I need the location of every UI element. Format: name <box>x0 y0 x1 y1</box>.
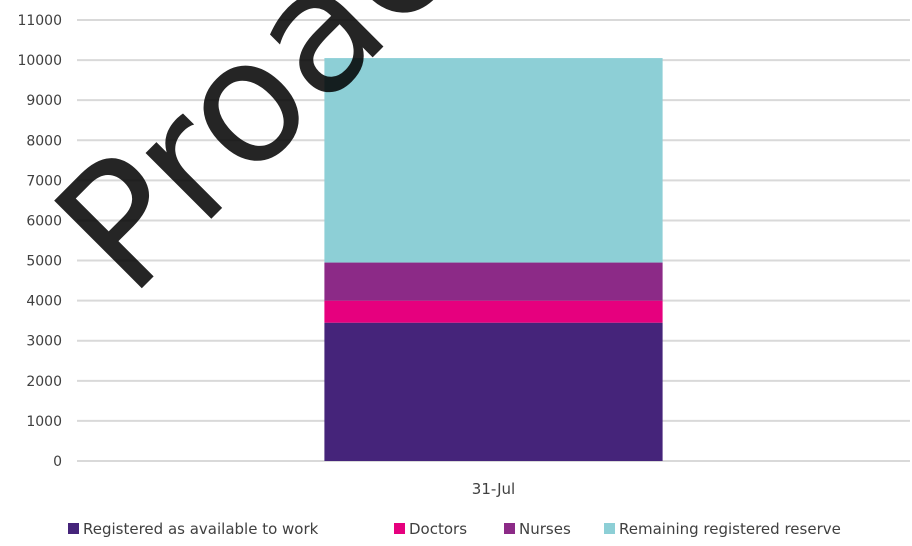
stacked-bars <box>324 58 663 461</box>
bar-segment <box>324 322 663 461</box>
x-axis-tick-labels: 31-Jul <box>472 480 515 498</box>
y-tick-label: 5000 <box>26 254 62 270</box>
legend-swatch <box>394 523 405 534</box>
y-tick-label: 10000 <box>17 53 62 69</box>
y-tick-label: 3000 <box>26 334 62 350</box>
legend-label: Doctors <box>409 520 467 538</box>
y-tick-label: 0 <box>53 454 62 470</box>
legend-swatch <box>604 523 615 534</box>
legend-label: Nurses <box>519 520 571 538</box>
y-tick-label: 9000 <box>26 93 62 109</box>
y-tick-label: 2000 <box>26 374 62 390</box>
legend: Registered as available to work Doctors Nu… <box>68 520 841 538</box>
bar-segment <box>324 58 663 263</box>
legend-swatch <box>504 523 515 534</box>
legend-label: Remaining registered reserve <box>619 520 841 538</box>
y-tick-label: 6000 <box>26 213 62 229</box>
y-tick-label: 4000 <box>26 294 62 310</box>
y-tick-label: 1000 <box>26 414 62 430</box>
y-tick-label: 7000 <box>26 173 62 189</box>
y-tick-label: 11000 <box>17 13 62 29</box>
y-axis-tick-labels: 0 1000 2000 3000 4000 5000 6000 7000 8000 9000 100… <box>17 13 62 470</box>
bar-segment <box>324 300 663 323</box>
bar-segment <box>324 262 663 301</box>
legend-label: Registered as available to work <box>83 520 319 538</box>
y-tick-label: 8000 <box>26 133 62 149</box>
legend-swatch <box>68 523 79 534</box>
x-tick-label: 31-Jul <box>472 480 515 498</box>
